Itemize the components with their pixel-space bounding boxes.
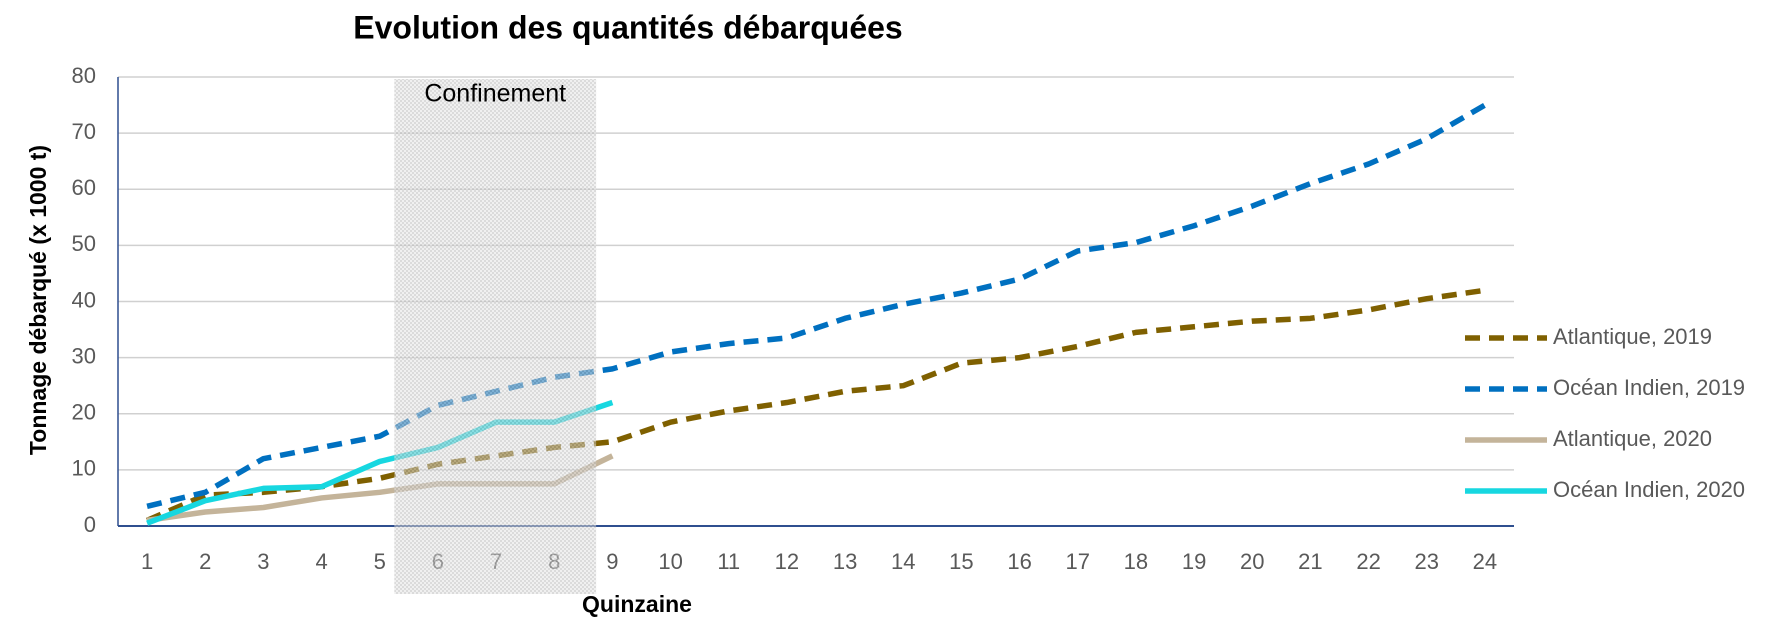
x-tick-label: 16 xyxy=(1007,549,1031,574)
x-tick-label: 22 xyxy=(1356,549,1380,574)
x-tick-label: 13 xyxy=(833,549,857,574)
series-line xyxy=(145,287,1486,523)
x-tick-label: 3 xyxy=(257,549,269,574)
y-tick-label: 40 xyxy=(72,287,96,312)
y-tick-label: 20 xyxy=(72,400,96,425)
chart-title: Evolution des quantités débarquées xyxy=(353,9,902,45)
shaded-period xyxy=(394,79,597,594)
y-tick-label: 30 xyxy=(72,343,96,368)
legend-label: Océan Indien, 2020 xyxy=(1553,477,1745,502)
x-tick-label: 2 xyxy=(199,549,211,574)
x-tick-label: 10 xyxy=(658,549,682,574)
x-tick-label: 15 xyxy=(949,549,973,574)
y-tick-label: 80 xyxy=(72,63,96,88)
x-tick-label: 9 xyxy=(606,549,618,574)
x-tick-label: 14 xyxy=(891,549,915,574)
x-tick-label: 4 xyxy=(315,549,327,574)
x-tick-label: 23 xyxy=(1415,549,1439,574)
y-tick-label: 10 xyxy=(72,456,96,481)
series-line xyxy=(146,102,1487,510)
x-tick-label: 21 xyxy=(1298,549,1322,574)
y-axis-title: Tonnage débarqué (x 1000 t) xyxy=(25,145,51,455)
x-tick-label: 5 xyxy=(374,549,386,574)
x-tick-label: 18 xyxy=(1124,549,1148,574)
x-tick-label: 20 xyxy=(1240,549,1264,574)
x-tick-label: 12 xyxy=(775,549,799,574)
annotation-label: Confinement xyxy=(424,80,566,108)
legend-label: Océan Indien, 2019 xyxy=(1553,375,1745,400)
y-tick-label: 50 xyxy=(72,231,96,256)
y-tick-label: 70 xyxy=(72,119,96,144)
x-tick-label: 1 xyxy=(141,549,153,574)
x-tick-label: 24 xyxy=(1473,549,1497,574)
x-axis-title: Quinzaine xyxy=(582,591,692,617)
legend-label: Atlantique, 2020 xyxy=(1553,426,1712,451)
x-tick-label: 11 xyxy=(717,549,740,574)
x-tick-label: 19 xyxy=(1182,549,1206,574)
y-tick-label: 0 xyxy=(84,512,96,537)
x-tick-label: 17 xyxy=(1066,549,1090,574)
legend-label: Atlantique, 2019 xyxy=(1553,324,1712,349)
y-tick-label: 60 xyxy=(72,175,96,200)
